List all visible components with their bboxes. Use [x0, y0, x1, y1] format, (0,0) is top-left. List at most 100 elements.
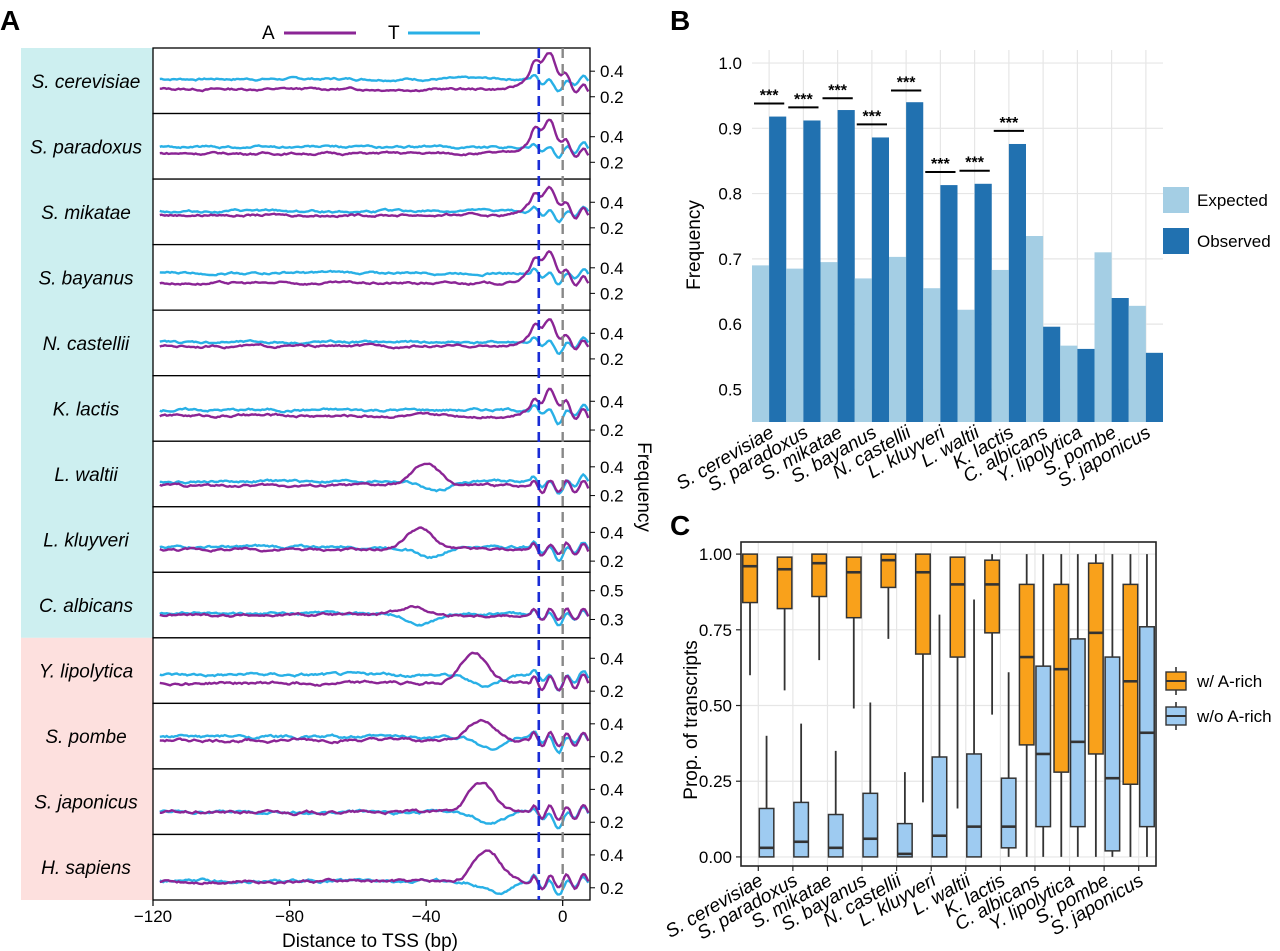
bar-expected-l-waltii	[957, 309, 975, 422]
T-frequency-line	[159, 336, 590, 356]
legend-wo-arich-key	[1165, 702, 1187, 730]
bar-observed-s-bayanus	[871, 137, 889, 422]
species-panel-frame	[152, 243, 591, 311]
species-label: L. waltii	[54, 465, 118, 486]
boxplot-w-a-rich-k-lactis	[984, 554, 1001, 715]
y-tick-label: 0.4	[600, 193, 624, 212]
panel-a-x-axis-label: Distance to TSS (bp)	[282, 931, 458, 951]
bar-expected-s-cerevisiae	[752, 265, 770, 422]
box	[1122, 583, 1139, 785]
bar-observed-s-cerevisiae	[769, 116, 787, 422]
box	[811, 553, 828, 598]
panel-b-legend: Expected Observed	[1163, 187, 1271, 254]
species-panel-h-sapiens: H. sapiens 0.4 0.2	[41, 833, 624, 901]
species-panel-k-lactis: K. lactis 0.4 0.2	[53, 375, 624, 442]
boxplot-w-a-rich-y-lipolytica	[1053, 554, 1070, 857]
box	[1104, 656, 1121, 852]
panel-c-y-axis-label: Prop. of transcripts	[681, 640, 702, 799]
bar-observed-y-lipolytica	[1077, 348, 1095, 422]
species-panel-l-waltii: L. waltii 0.4 0.2	[54, 440, 624, 508]
boxplot-w-a-rich-n-castellii	[880, 553, 897, 639]
box	[1035, 665, 1052, 828]
species-panel-frame	[152, 833, 591, 901]
panel-a-x-axis: −120 −80 −40 0	[134, 900, 567, 926]
box	[1138, 626, 1155, 828]
boxplot-w-o-a-rich-s-japonicus	[1138, 554, 1155, 857]
bar-observed-s-pombe	[1111, 298, 1129, 422]
y-tick-label: 0.75	[699, 621, 732, 640]
boxplot-w-a-rich-s-pombe	[1087, 554, 1104, 857]
boxplot-w-a-rich-l-waltii	[949, 556, 966, 809]
bar-expected-k-lactis	[991, 269, 1009, 422]
legend-expected-label: Expected	[1197, 191, 1268, 210]
clade-backgrounds	[21, 48, 153, 900]
species-label: S. pombe	[45, 727, 126, 748]
bar-expected-s-pombe	[1094, 252, 1112, 422]
legend-wo-arich-label: w/o A-rich	[1196, 707, 1272, 726]
A-frequency-line	[159, 462, 590, 495]
box	[793, 801, 810, 858]
boxplot-w-o-a-rich-l-kluyveri	[931, 614, 948, 858]
A-frequency-line	[159, 185, 590, 220]
A-frequency-line	[159, 781, 590, 821]
bar-expected-s-mikatae	[820, 262, 838, 422]
boxplot-w-a-rich-s-paradoxus	[776, 556, 793, 691]
box	[1053, 583, 1070, 773]
box	[966, 753, 983, 858]
boxplot-w-o-a-rich-s-paradoxus	[793, 723, 810, 858]
species-panel-y-lipolytica: Y. lipolytica 0.4 0.2	[39, 637, 624, 705]
box	[984, 559, 1001, 634]
boxplot-w-o-a-rich-c-albicans	[1035, 554, 1052, 857]
box	[742, 553, 759, 604]
y-tick-label: 0.6	[718, 315, 742, 334]
boxplot-w-o-a-rich-y-lipolytica	[1069, 554, 1086, 857]
T-frequency-line	[159, 540, 590, 563]
box	[896, 822, 913, 858]
bar-expected-s-japonicus	[1128, 305, 1146, 422]
species-panel-c-albicans: C. albicans 0.5 0.3	[39, 571, 624, 639]
significance-stars: ***	[931, 156, 950, 173]
bar-expected-n-castellii	[889, 256, 907, 422]
species-label: S. mikatae	[41, 203, 131, 224]
legend-w-arich-label: w/ A-rich	[1196, 672, 1262, 691]
y-tick-label: 1.0	[718, 54, 742, 73]
bar-observed-l-waltii	[974, 183, 992, 422]
A-frequency-line	[159, 604, 590, 622]
boxplot-w-a-rich-s-cerevisiae	[742, 553, 759, 676]
y-tick-label: 0.3	[600, 610, 624, 629]
species-panel-s-japonicus: S. japonicus 0.4 0.2	[34, 768, 624, 836]
x-tick-label: −80	[275, 907, 304, 926]
boxplot-w-o-a-rich-s-mikatae	[827, 750, 844, 858]
box	[1069, 638, 1086, 828]
boxplot-w-o-a-rich-k-lactis	[1000, 672, 1017, 857]
box	[827, 813, 844, 858]
species-panel-l-kluyveri: L. kluyveri 0.4 0.2	[43, 506, 624, 573]
species-label: S. bayanus	[38, 268, 134, 289]
bar-observed-n-castellii	[906, 102, 924, 423]
y-tick-label: 0.5	[600, 582, 624, 601]
significance-stars: ***	[1000, 115, 1019, 132]
A-frequency-line	[159, 52, 590, 94]
bar-expected-s-bayanus	[854, 278, 872, 422]
y-tick-label: 0.2	[600, 813, 624, 832]
y-tick-label: 0.4	[600, 523, 624, 542]
panel-a-legend: A T	[262, 23, 480, 44]
panel-b-significance: *** *** *** *** *** *** *** ***	[754, 74, 1024, 174]
y-tick-label: 0.4	[600, 458, 624, 477]
panel-b-letter: B	[670, 5, 690, 36]
panel-a: A T S. cerevisiae 0.4 0.2 S. paradoxus 0.4 0.…	[21, 23, 654, 951]
boxplot-w-a-rich-s-japonicus	[1122, 554, 1139, 857]
y-tick-label: 0.5	[718, 380, 742, 399]
boxplot-w-a-rich-c-albicans	[1018, 554, 1035, 857]
box	[914, 553, 931, 655]
y-tick-label: 0.2	[600, 153, 624, 172]
T-frequency-line	[159, 730, 590, 755]
panel-c-letter: C	[670, 510, 690, 541]
y-tick-label: 0.4	[600, 715, 624, 734]
boxplot-w-o-a-rich-s-pombe	[1104, 554, 1121, 857]
T-frequency-line	[159, 472, 590, 495]
panel-a-y-axis-label: Frequency	[633, 442, 654, 532]
species-panel-frame	[152, 768, 591, 836]
